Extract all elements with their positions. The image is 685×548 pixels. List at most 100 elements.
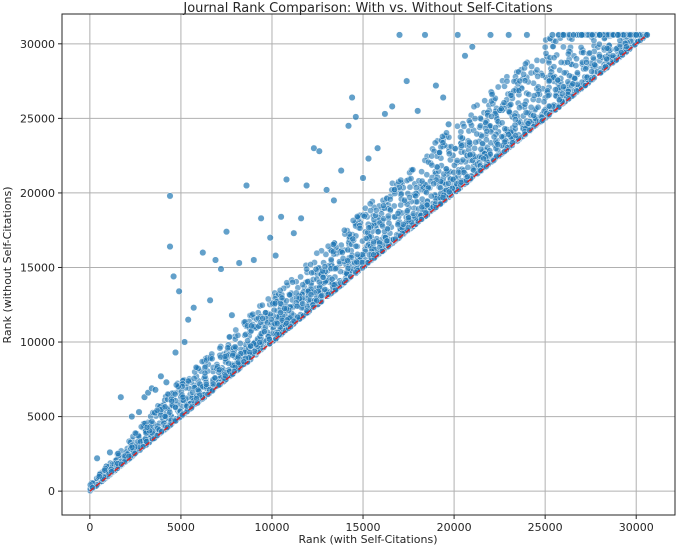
cloud-point — [327, 256, 335, 263]
cloud-point — [528, 63, 535, 70]
cloud-point — [230, 368, 238, 375]
cloud-point — [540, 98, 548, 106]
cloud-point — [596, 52, 603, 60]
cloud-point — [533, 66, 541, 74]
cloud-point — [483, 136, 490, 144]
data-point — [128, 413, 136, 421]
y-tick-label: 25000 — [20, 112, 55, 125]
data-point — [272, 252, 280, 260]
cloud-point — [460, 123, 468, 130]
cloud-point — [370, 238, 377, 246]
cloud-point — [281, 305, 289, 312]
cloud-point — [511, 121, 519, 129]
cloud-point — [583, 59, 590, 66]
cloud-point — [481, 97, 489, 104]
cloud-point — [550, 63, 558, 70]
y-tick-label: 20000 — [20, 187, 55, 200]
cloud-point — [533, 57, 541, 64]
cloud-point — [500, 99, 508, 106]
cloud-point — [394, 210, 402, 217]
data-point — [282, 175, 291, 184]
cloud-point — [591, 61, 599, 69]
data-point — [348, 93, 356, 102]
cloud-point — [406, 183, 414, 191]
cloud-point — [148, 418, 156, 425]
cloud-point — [307, 261, 314, 268]
cloud-point — [356, 224, 364, 232]
cloud-point — [383, 237, 391, 245]
cloud-point — [603, 55, 611, 63]
cloud-point — [221, 353, 229, 360]
cloud-point — [229, 351, 236, 359]
data-point — [135, 408, 143, 416]
cloud-point — [304, 278, 311, 285]
cloud-point — [472, 138, 480, 146]
diagonal-line — [89, 34, 648, 492]
data-points — [93, 31, 651, 462]
cloud-point — [477, 145, 485, 153]
plot-frame — [61, 13, 676, 516]
y-tick-label: 0 — [48, 485, 55, 498]
cloud-point — [458, 142, 466, 149]
cloud-point — [319, 273, 327, 281]
data-point — [297, 214, 305, 222]
x-tick-label: 0 — [86, 521, 93, 534]
cloud-point — [560, 69, 568, 77]
cloud-point — [370, 251, 377, 259]
cloud-point — [397, 176, 405, 184]
cloud-point — [530, 112, 537, 119]
cloud-point — [273, 320, 281, 327]
cloud-point — [344, 257, 351, 264]
cloud-point — [464, 173, 471, 180]
data-point — [211, 256, 220, 264]
cloud-point — [406, 193, 413, 201]
cloud-point — [225, 360, 232, 367]
cloud-point — [322, 251, 330, 258]
cloud-point — [520, 71, 527, 78]
cloud-point — [423, 171, 431, 178]
point-cloud — [86, 31, 651, 495]
cloud-point — [459, 156, 467, 164]
cloud-point — [445, 180, 452, 187]
x-tick-label: 25000 — [528, 521, 563, 534]
cloud-point — [236, 340, 244, 347]
x-tick-label: 20000 — [437, 521, 472, 534]
cloud-point — [329, 248, 337, 256]
cloud-point — [318, 292, 326, 299]
data-point — [486, 31, 495, 39]
data-point — [381, 110, 389, 118]
cloud-point — [307, 291, 315, 299]
cloud-point — [354, 251, 361, 258]
cloud-point — [457, 178, 465, 186]
cloud-point — [445, 150, 453, 158]
cloud-point — [483, 127, 491, 135]
data-point — [217, 265, 225, 273]
cloud-point — [443, 129, 450, 137]
data-point — [330, 196, 338, 204]
data-point — [199, 249, 207, 257]
data-point — [290, 229, 298, 237]
cloud-point — [428, 161, 436, 169]
cloud-point — [436, 149, 443, 156]
cloud-point — [405, 214, 412, 222]
data-point — [235, 259, 243, 267]
cloud-point — [403, 207, 411, 215]
cloud-point — [379, 222, 386, 230]
cloud-point — [473, 130, 481, 138]
cloud-point — [401, 196, 408, 204]
cloud-point — [430, 180, 437, 188]
cloud-point — [278, 294, 286, 302]
cloud-point — [512, 116, 519, 123]
x-tick-label: 15000 — [346, 521, 381, 534]
data-point — [303, 181, 311, 190]
cloud-point — [244, 337, 251, 345]
cloud-point — [464, 163, 472, 171]
cloud-point — [554, 76, 562, 84]
cloud-point — [525, 91, 533, 98]
data-point — [257, 214, 265, 222]
cloud-point — [108, 468, 115, 476]
data-point — [578, 31, 586, 39]
cloud-point — [292, 289, 300, 297]
cloud-point — [349, 235, 357, 243]
